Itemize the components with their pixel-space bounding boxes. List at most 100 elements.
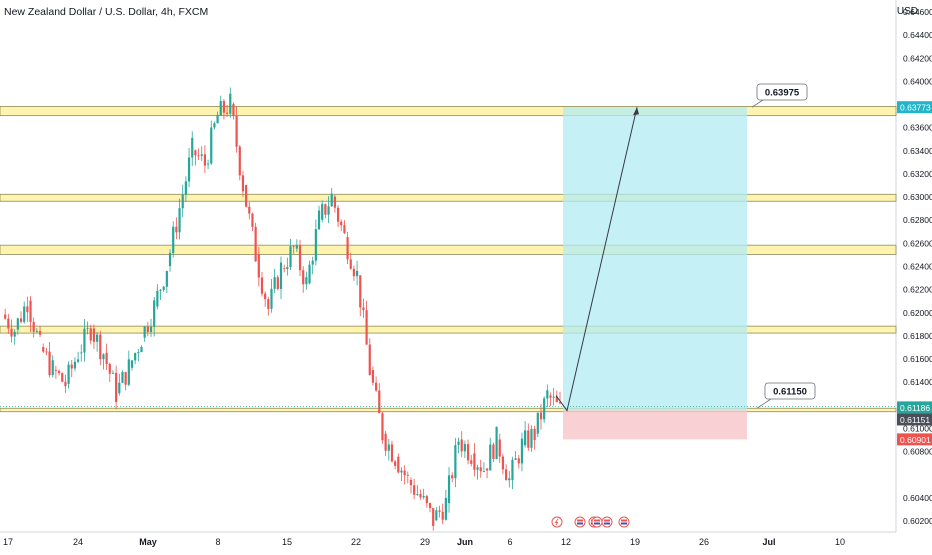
x-tick-label: 12: [561, 537, 571, 547]
candle-body: [61, 373, 64, 382]
candles: [4, 87, 562, 531]
y-tick-label: 0.64600: [903, 7, 932, 17]
candle-body: [539, 412, 543, 420]
lightning-icon: [551, 516, 563, 528]
candle-body: [51, 360, 54, 375]
candle-body: [257, 254, 260, 278]
candle-body: [463, 444, 466, 452]
candle-body: [292, 246, 295, 247]
candle-body: [140, 346, 143, 353]
y-tick-label: 0.62200: [903, 285, 932, 295]
candle-body: [422, 495, 425, 498]
y-tick-label: 0.60800: [903, 447, 932, 457]
candle-body: [80, 352, 83, 354]
entry-tag-bg: [897, 413, 932, 426]
candle-body: [57, 370, 61, 374]
flag-stripe: [604, 522, 610, 525]
candle-body: [327, 206, 330, 215]
candle-body: [286, 267, 289, 270]
candle-body: [29, 300, 32, 322]
y-tick-label: 0.61400: [903, 377, 932, 387]
candle-body: [241, 175, 245, 192]
entry-callout-label: 0.61150: [773, 387, 807, 398]
candle-body: [390, 444, 394, 462]
candle-body: [406, 475, 409, 476]
candle-body: [324, 204, 327, 215]
candle-body: [476, 467, 479, 470]
candle-body: [99, 334, 102, 360]
candle-body: [23, 306, 26, 322]
candle-body: [38, 331, 42, 335]
y-tick-label: 0.61600: [903, 354, 932, 364]
candle-body: [254, 226, 257, 262]
candle-body: [187, 157, 191, 182]
y-tick-label: 0.63600: [903, 123, 932, 133]
candle-body: [479, 467, 482, 472]
candle-body: [346, 237, 349, 260]
candle-body: [416, 493, 419, 495]
candle-body: [298, 245, 302, 271]
candle-body: [470, 460, 473, 464]
y-tick-label: 0.63400: [903, 146, 932, 156]
candle-body: [162, 286, 165, 290]
candle-body: [270, 288, 273, 309]
candle-body: [302, 270, 305, 285]
candle-body: [460, 439, 463, 452]
flag-stripe: [621, 522, 627, 525]
candle-body: [489, 444, 492, 471]
candle-body: [311, 260, 314, 265]
candle-body: [438, 510, 441, 512]
candle-body: [226, 112, 229, 114]
candle-body: [206, 163, 210, 165]
candle-body: [118, 382, 121, 394]
flag-stripe: [594, 519, 600, 522]
candle-body: [495, 426, 498, 459]
candle-body: [235, 115, 238, 147]
candle-body: [7, 318, 10, 329]
candle-body: [375, 382, 378, 391]
flag-icon: [574, 516, 586, 528]
candle-body: [514, 458, 517, 460]
candle-body: [511, 459, 514, 480]
x-tick-label: 10: [835, 537, 845, 547]
candle-body: [314, 229, 317, 261]
lightning-glyph: [554, 518, 559, 526]
candle-body: [156, 290, 159, 307]
candle-body: [64, 381, 67, 387]
candle-body: [92, 328, 96, 342]
candle-body: [558, 402, 562, 404]
candle-body: [146, 326, 149, 333]
candle-body: [42, 346, 45, 352]
candle-body: [330, 193, 333, 207]
candle-body: [203, 154, 207, 166]
candle-body: [197, 155, 200, 157]
candle-body: [210, 127, 213, 164]
y-axis: 0.646000.644000.642000.640000.638000.636…: [895, 0, 932, 532]
flag-stripe: [594, 522, 600, 525]
candle-body: [194, 150, 197, 156]
candle-body: [67, 364, 70, 384]
candle-body: [267, 299, 270, 309]
x-tick-label: Jul: [762, 537, 775, 547]
zone-resistance-mid: [0, 193, 897, 202]
current-tag-bg: [897, 401, 932, 414]
candle-body: [260, 277, 264, 294]
candle-body: [552, 396, 555, 398]
candle-body: [371, 370, 375, 383]
zone-support-upper: [0, 325, 897, 334]
candle-body: [134, 353, 137, 361]
y-tick-label: 0.61800: [903, 331, 932, 341]
candle-body: [368, 344, 371, 375]
chart-title: New Zealand Dollar / U.S. Dollar, 4h, FX…: [4, 6, 209, 18]
candle-body: [533, 429, 536, 441]
candle-body: [305, 277, 308, 285]
loss-zone: [563, 410, 747, 440]
candle-body: [524, 430, 527, 446]
candle-body: [546, 390, 549, 399]
y-tick-label: 0.64400: [903, 30, 932, 40]
x-tick-label: 22: [351, 537, 361, 547]
candle-body: [343, 225, 346, 233]
candle-body: [384, 433, 387, 451]
